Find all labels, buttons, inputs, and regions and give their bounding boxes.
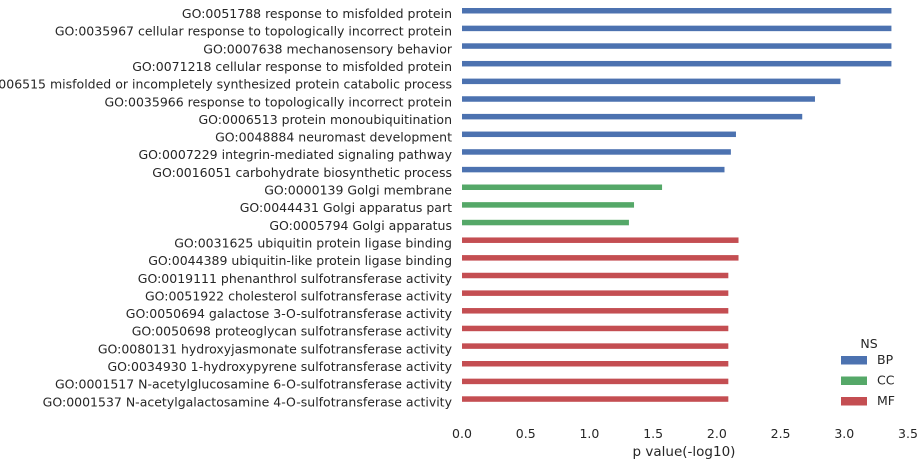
bar-bp	[462, 60, 892, 67]
bar-bp	[462, 113, 803, 120]
x-tick-label: 2.5	[771, 426, 791, 441]
x-tick-label: 0.5	[516, 426, 536, 441]
category-label: GO:0050698 proteoglycan sulfotransferase…	[132, 324, 453, 339]
x-tick-label: 0.0	[452, 426, 472, 441]
category-label: GO:0034930 1-hydroxypyrene sulfotransfer…	[107, 359, 452, 374]
category-label: GO:0044389 ubiquitin-like protein ligase…	[148, 253, 452, 268]
category-label: GO:0001517 N-acetylglucosamine 6-O-sulfo…	[55, 377, 453, 392]
x-tick-label: 1.0	[579, 426, 599, 441]
category-label: GO:0006513 protein monoubiquitination	[198, 112, 452, 127]
bar-mf	[462, 290, 729, 296]
bar-bp	[462, 131, 736, 138]
bar-bp	[462, 96, 815, 102]
bar-mf	[462, 272, 729, 279]
legend-label-cc: CC	[877, 373, 895, 388]
category-label: GO:0006515 misfolded or incompletely syn…	[0, 77, 452, 92]
category-labels: GO:0051788 response to misfolded protein…	[0, 6, 453, 409]
bar-bp	[462, 166, 725, 173]
bar-bp	[462, 149, 731, 155]
legend-label-bp: BP	[877, 352, 894, 367]
category-label: GO:0051922 cholesterol sulfotransferase …	[145, 288, 453, 303]
category-label: GO:0050694 galactose 3-O-sulfotransferas…	[126, 306, 453, 321]
bar-bp	[462, 8, 892, 14]
legend-swatch-mf	[841, 397, 867, 406]
x-tick-label: 3.5	[898, 426, 918, 441]
legend-title: NS	[860, 336, 877, 351]
legend-label-mf: MF	[877, 393, 895, 408]
bar-cc	[462, 219, 629, 226]
category-label: GO:0071218 cellular response to misfolde…	[132, 59, 452, 74]
category-label: GO:0051788 response to misfolded protein	[182, 6, 452, 21]
bar-cc	[462, 184, 663, 190]
category-label: GO:0044431 Golgi apparatus part	[240, 200, 452, 215]
bar-bp	[462, 78, 841, 85]
bar-bp	[462, 25, 892, 32]
category-label: GO:0007229 integrin-mediated signaling p…	[138, 147, 452, 162]
x-tick-label: 3.0	[834, 426, 854, 441]
category-label: GO:0035967 cellular response to topologi…	[55, 24, 452, 39]
x-tick-label: 2.0	[707, 426, 727, 441]
category-label: GO:0080131 hydroxyjasmonate sulfotransfe…	[98, 341, 453, 356]
bar-mf	[462, 325, 729, 332]
bar-mf	[462, 237, 739, 243]
legend-swatch-bp	[841, 356, 867, 365]
category-label: GO:0007638 mechanosensory behavior	[203, 41, 453, 56]
category-label: GO:0035966 response to topologically inc…	[104, 94, 452, 109]
bar-mf	[462, 343, 729, 349]
category-label: GO:0019111 phenanthrol sulfotransferase …	[138, 271, 453, 286]
x-axis-ticks: 0.0 0.5 1.0 1.5 2.0 2.5 3.0 3.5	[452, 426, 918, 441]
bar-cc	[462, 202, 635, 208]
bar-mf	[462, 255, 739, 261]
category-label: GO:0048884 neuromast development	[215, 130, 452, 145]
bar-mf	[462, 361, 729, 367]
x-axis-title: p value(-log10)	[633, 444, 736, 460]
x-tick-label: 1.5	[643, 426, 663, 441]
bars-layer	[462, 8, 892, 402]
bar-mf	[462, 378, 729, 385]
category-label: GO:0000139 Golgi membrane	[264, 183, 452, 198]
category-label: GO:0001537 N-acetylgalactosamine 4-O-sul…	[43, 394, 453, 409]
bar-mf	[462, 308, 729, 314]
category-label: GO:0005794 Golgi apparatus	[269, 218, 452, 233]
legend: NS BP CC MF	[841, 336, 895, 408]
legend-swatch-cc	[841, 376, 867, 385]
bar-mf	[462, 396, 729, 402]
category-label: GO:0031625 ubiquitin protein ligase bind…	[174, 235, 452, 250]
bar-bp	[462, 43, 892, 49]
category-label: GO:0016051 carbohydrate biosynthetic pro…	[152, 165, 452, 180]
